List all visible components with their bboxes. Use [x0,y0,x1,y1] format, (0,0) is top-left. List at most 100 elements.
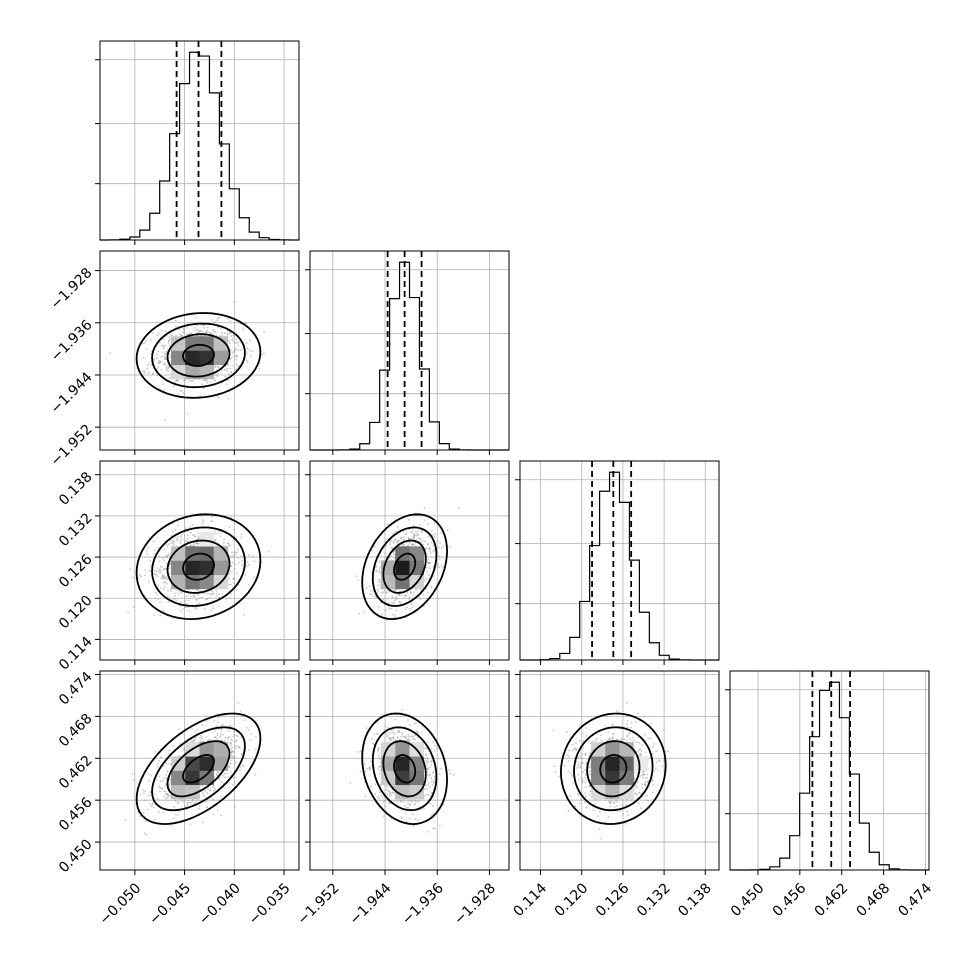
sample-point [168,554,170,556]
sample-point [225,383,228,386]
panel-frame [309,460,510,661]
sample-point [379,568,381,571]
sample-point [169,552,172,555]
sample-point [440,531,442,534]
sample-point [142,789,145,791]
sample-point [378,560,381,563]
sample-point [145,347,148,350]
sample-point [374,783,377,786]
sample-point [452,774,455,776]
sample-point [385,545,388,548]
sample-point [169,561,172,564]
sample-point [393,733,396,735]
sample-point [385,785,388,788]
sample-point [202,521,205,523]
sample-point [580,815,582,818]
sample-point [234,745,237,748]
sample-point [194,801,197,803]
sample-point [419,524,421,526]
sample-point [162,765,165,767]
sample-point [220,371,223,373]
sample-point [437,563,440,566]
sample-point [150,363,153,366]
sample-point [394,614,397,616]
sample-point [391,601,394,604]
sample-point [227,397,230,400]
sample-point [233,528,236,531]
sample-point [604,821,607,823]
sample-point [427,793,430,796]
sample-point [401,731,404,734]
sample-point [421,530,424,532]
sample-point [157,584,160,586]
sample-point [145,833,148,836]
sample-point [382,815,385,817]
sample-point [422,543,425,546]
panel-1-1 [305,250,510,455]
sample-point [146,550,148,552]
sample-point [163,560,166,562]
sample-point [163,777,166,780]
sample-point [163,556,165,559]
sample-point [371,549,373,552]
contour-level-0 [182,753,215,784]
sample-point [246,565,248,567]
sample-point [143,342,146,345]
contour-level-1 [166,539,231,594]
sample-point [191,524,194,526]
sample-point [176,538,178,541]
sample-point [179,542,182,545]
sample-point [201,522,204,525]
sample-point [185,333,188,336]
sample-point [164,344,167,347]
sample-point [223,787,226,789]
sample-point [386,736,389,738]
sample-point [380,592,383,594]
sample-point [167,543,170,545]
sample-point [182,392,185,394]
sample-point [390,539,393,541]
sample-point [174,529,177,531]
sample-point [419,538,422,540]
contour-level-3 [135,312,262,399]
sample-point [162,795,165,798]
sample-point [379,566,381,568]
sample-point [401,733,404,736]
sample-point [161,344,164,347]
sample-point [438,566,441,569]
sample-point [214,530,217,533]
sample-point [191,740,194,743]
sample-point [203,379,206,382]
sample-point [213,730,216,733]
sample-point [158,760,161,762]
sample-point [427,784,430,787]
sample-point [165,350,168,353]
sample-point [430,780,433,783]
sample-point [160,756,162,759]
sample-point [235,588,238,591]
sample-point [382,801,384,803]
sample-point [180,334,183,336]
sample-point [173,540,176,543]
sample-point [174,595,177,597]
sample-point [159,601,162,603]
sample-point [229,358,232,361]
sample-point [386,734,389,737]
sample-point [389,543,391,545]
sample-point [398,590,401,593]
sample-point [580,776,583,779]
sample-point [429,552,432,554]
sample-point [207,739,210,741]
sample-point [216,375,219,377]
sample-point [425,760,428,762]
sample-point [207,592,210,595]
sample-point [201,724,204,726]
sample-point [576,767,578,769]
sample-point [151,332,154,335]
sample-point [203,794,206,797]
sample-point [233,301,236,303]
sample-point [369,760,372,763]
sample-point [432,782,435,784]
sample-point [166,595,169,598]
sample-point [652,745,654,748]
